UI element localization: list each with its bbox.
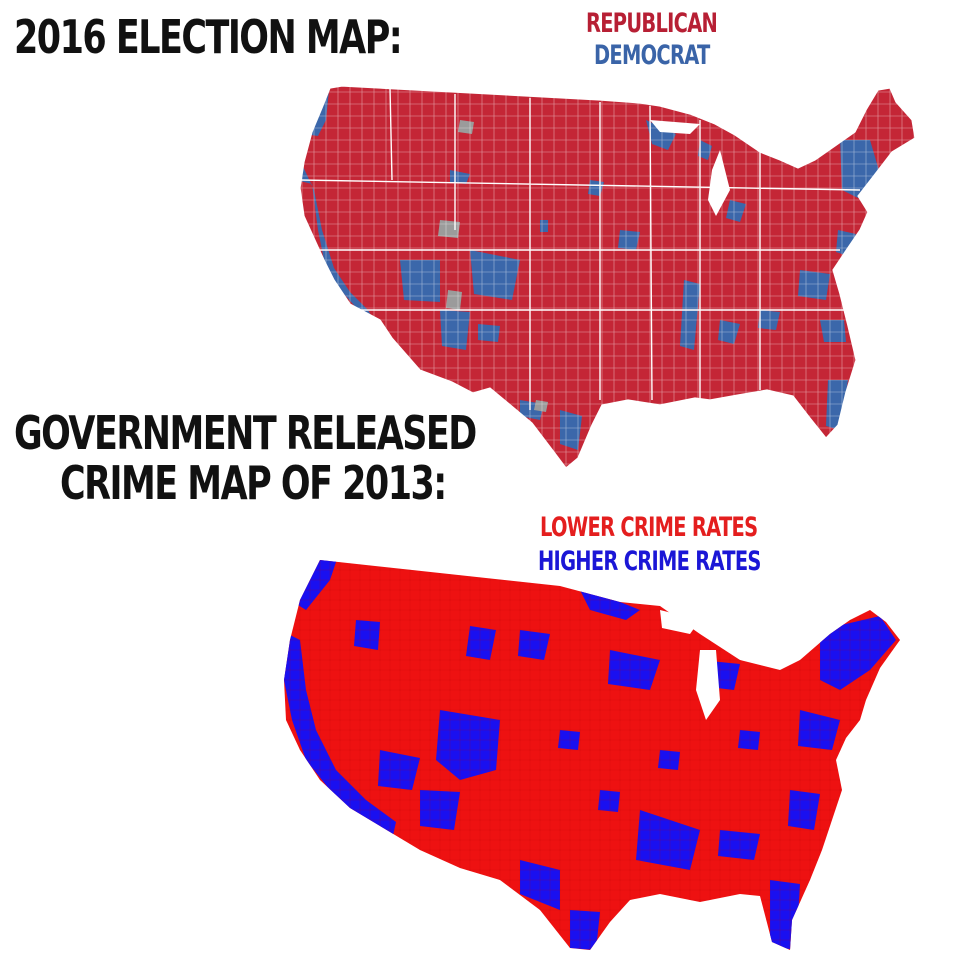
crime-map-title-line1: GOVERNMENT RELEASED (14, 406, 477, 460)
election-map (299, 85, 916, 469)
legend-democrat: DEMOCRAT (594, 40, 710, 71)
crime-map (284, 560, 900, 950)
legend-lower-crime-rates: LOWER CRIME RATES (540, 512, 758, 543)
crime-map-title-line2: CRIME MAP OF 2013: (60, 456, 447, 510)
election-map-title: 2016 ELECTION MAP: (14, 10, 403, 64)
legend-higher-crime-rates: HIGHER CRIME RATES (538, 546, 761, 577)
legend-republican: REPUBLICAN (586, 8, 718, 39)
